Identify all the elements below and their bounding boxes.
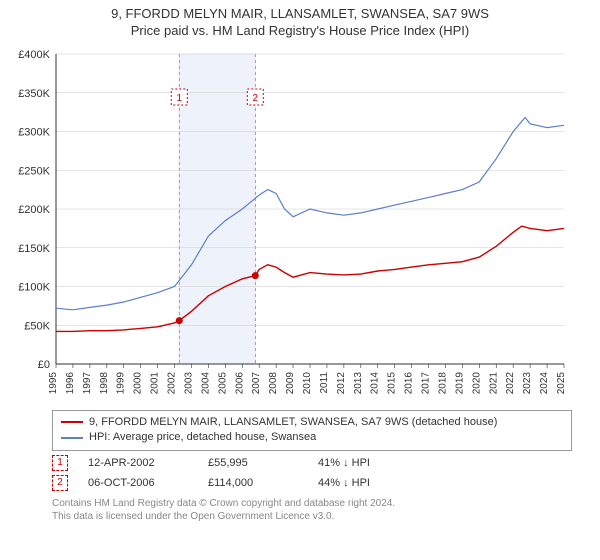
sale-date: 06-OCT-2006: [88, 477, 188, 489]
legend-item: HPI: Average price, detached house, Swan…: [61, 430, 563, 445]
price-chart: £0 £50K £100K £150K £200K £250K £300K £350K £400…: [4, 44, 574, 404]
sale-marker: 2: [52, 475, 68, 491]
svg-text:2020: 2020: [471, 371, 482, 394]
svg-text:2001: 2001: [150, 371, 161, 394]
svg-text:2008: 2008: [268, 371, 279, 394]
chart-container: £0 £50K £100K £150K £200K £250K £300K £350K £400…: [4, 44, 574, 404]
svg-text:1995: 1995: [48, 371, 59, 394]
sale-delta: 41% ↓ HPI: [318, 457, 370, 469]
svg-text:2005: 2005: [217, 371, 228, 394]
svg-text:£400K: £400K: [18, 49, 50, 61]
attribution: Contains HM Land Registry data © Crown c…: [52, 497, 572, 523]
svg-text:2013: 2013: [353, 371, 364, 394]
svg-text:£250K: £250K: [18, 165, 50, 177]
svg-text:£300K: £300K: [18, 126, 50, 138]
svg-text:£150K: £150K: [18, 243, 50, 255]
title-line-1: 9, FFORDD MELYN MAIR, LLANSAMLET, SWANSE…: [0, 6, 600, 23]
svg-text:2025: 2025: [556, 371, 567, 394]
svg-text:1996: 1996: [65, 371, 76, 394]
chart-title-block: 9, FFORDD MELYN MAIR, LLANSAMLET, SWANSE…: [0, 0, 600, 40]
svg-text:2009: 2009: [285, 371, 296, 394]
svg-text:£100K: £100K: [18, 281, 50, 293]
svg-text:2010: 2010: [302, 371, 313, 394]
legend-item: 9, FFORDD MELYN MAIR, LLANSAMLET, SWANSE…: [61, 415, 563, 430]
svg-text:2018: 2018: [437, 371, 448, 394]
svg-text:2017: 2017: [421, 371, 432, 394]
svg-text:£50K: £50K: [24, 320, 50, 332]
svg-text:2019: 2019: [454, 371, 465, 394]
sales-table: 1 12-APR-2002 £55,995 41% ↓ HPI 2 06-OCT-2006…: [0, 455, 600, 491]
legend-swatch: [61, 421, 83, 423]
svg-text:2023: 2023: [522, 371, 533, 394]
svg-text:1999: 1999: [116, 371, 127, 394]
svg-text:2014: 2014: [370, 371, 381, 394]
svg-text:1997: 1997: [82, 371, 93, 394]
svg-text:2011: 2011: [319, 371, 330, 393]
sale-marker: 1: [52, 455, 68, 471]
svg-text:£350K: £350K: [18, 88, 50, 100]
svg-text:£200K: £200K: [18, 204, 50, 216]
legend-swatch: [61, 437, 83, 439]
svg-text:2: 2: [253, 93, 259, 104]
sale-delta: 44% ↓ HPI: [318, 477, 370, 489]
sale-price: £55,995: [208, 457, 298, 469]
svg-text:1: 1: [176, 93, 182, 104]
svg-text:2007: 2007: [251, 371, 262, 394]
legend-label: HPI: Average price, detached house, Swan…: [89, 430, 316, 445]
title-line-2: Price paid vs. HM Land Registry's House …: [0, 23, 600, 40]
svg-text:2003: 2003: [183, 371, 194, 394]
svg-text:1998: 1998: [99, 371, 110, 394]
svg-text:£0: £0: [38, 359, 50, 371]
svg-text:2015: 2015: [387, 371, 398, 394]
sale-row: 1 12-APR-2002 £55,995 41% ↓ HPI: [52, 455, 572, 471]
svg-text:2002: 2002: [167, 371, 178, 394]
svg-text:2024: 2024: [539, 371, 550, 394]
sale-price: £114,000: [208, 477, 298, 489]
sale-row: 2 06-OCT-2006 £114,000 44% ↓ HPI: [52, 475, 572, 491]
svg-text:2021: 2021: [488, 371, 499, 394]
footer-line-1: Contains HM Land Registry data © Crown c…: [52, 497, 572, 510]
svg-text:2006: 2006: [234, 371, 245, 394]
footer-line-2: This data is licensed under the Open Gov…: [52, 510, 572, 523]
legend-label: 9, FFORDD MELYN MAIR, LLANSAMLET, SWANSE…: [89, 415, 497, 430]
svg-text:2000: 2000: [133, 371, 144, 394]
sale-date: 12-APR-2002: [88, 457, 188, 469]
svg-text:2016: 2016: [404, 371, 415, 394]
svg-text:2004: 2004: [200, 371, 211, 394]
svg-text:2022: 2022: [505, 371, 516, 394]
legend: 9, FFORDD MELYN MAIR, LLANSAMLET, SWANSE…: [52, 410, 572, 451]
svg-text:2012: 2012: [336, 371, 347, 394]
